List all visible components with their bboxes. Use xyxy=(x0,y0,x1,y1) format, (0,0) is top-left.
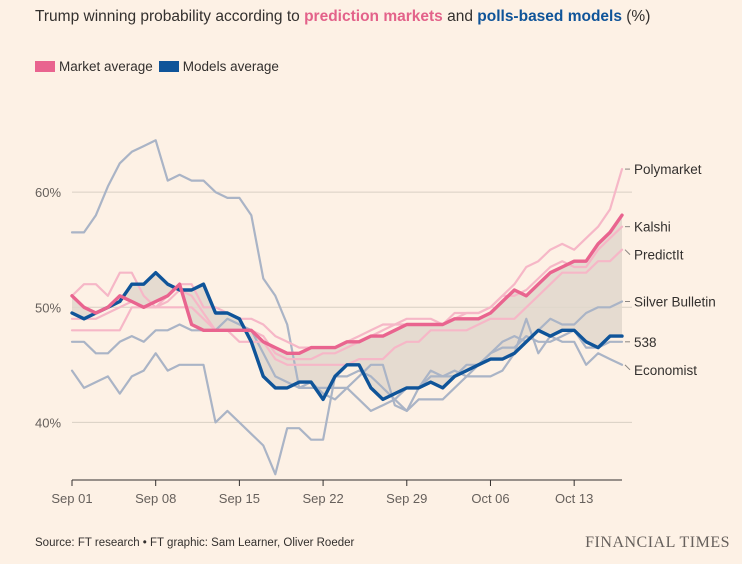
title-markets-highlight: prediction markets xyxy=(304,8,443,25)
end-label-economist: Economist xyxy=(634,363,697,378)
x-tick-label: Sep 01 xyxy=(51,491,92,506)
series-line-market-average xyxy=(70,213,624,355)
end-label-kalshi: Kalshi xyxy=(634,220,671,235)
x-tick-label: Sep 29 xyxy=(386,491,427,506)
brand-wordmark: FINANCIAL TIMES xyxy=(585,534,730,551)
x-tick-label: Oct 06 xyxy=(471,491,509,506)
title-prefix: Trump winning probability according to xyxy=(35,8,305,25)
title-suffix: (%) xyxy=(621,8,651,25)
legend-label-models: Models average xyxy=(182,59,279,74)
series-line-economist xyxy=(70,317,624,476)
y-tick-label: 50% xyxy=(35,300,61,315)
end-label-predictit: PredictIt xyxy=(634,248,684,263)
shaded-band xyxy=(72,215,622,400)
end-label-polymarket: Polymarket xyxy=(634,162,702,177)
legend-item-models: Models average xyxy=(158,59,279,74)
end-label-leader-predictit xyxy=(624,249,631,256)
title-models-highlight: polls-based models xyxy=(477,8,622,25)
chart-legend: Market average Models average xyxy=(35,59,285,74)
series-line-kalshi xyxy=(70,225,624,361)
x-tick-label: Sep 22 xyxy=(302,491,343,506)
y-tick-label: 40% xyxy=(35,415,61,430)
end-label-538: 538 xyxy=(634,335,657,350)
source-note: Source: FT research • FT graphic: Sam Le… xyxy=(35,537,355,549)
series-line-models-average xyxy=(70,271,624,402)
end-label-silver-bulletin: Silver Bulletin xyxy=(634,295,716,310)
x-tick-label: Oct 13 xyxy=(555,491,593,506)
legend-swatch-market xyxy=(35,61,55,72)
y-tick-label: 60% xyxy=(35,185,61,200)
legend-label-market: Market average xyxy=(59,59,153,74)
chart-title: Trump winning probability according to p… xyxy=(35,8,650,26)
legend-item-market: Market average xyxy=(35,59,153,74)
x-tick-label: Sep 08 xyxy=(135,491,176,506)
title-middle: and xyxy=(442,8,478,25)
x-tick-label: Sep 15 xyxy=(219,491,260,506)
legend-swatch-models xyxy=(158,61,179,72)
end-label-leader-economist xyxy=(624,364,631,371)
